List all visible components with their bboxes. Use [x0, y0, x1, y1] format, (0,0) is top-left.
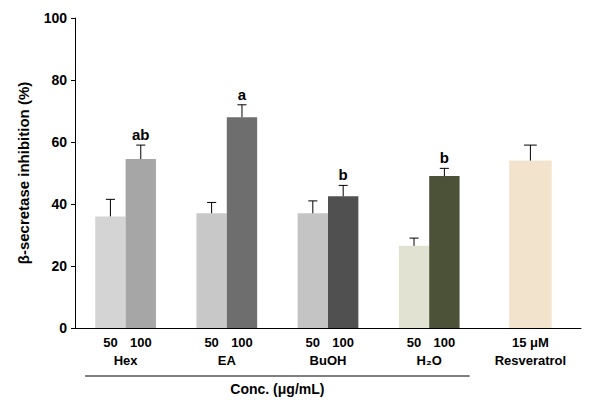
- svg-text:50: 50: [103, 335, 117, 350]
- svg-text:Conc. (μg/mL): Conc. (μg/mL): [230, 381, 324, 397]
- svg-text:100: 100: [130, 335, 152, 350]
- svg-text:15 μM: 15 μM: [512, 335, 549, 350]
- svg-text:Resveratrol: Resveratrol: [495, 353, 567, 368]
- svg-text:Hex: Hex: [114, 353, 139, 368]
- svg-text:50: 50: [306, 335, 320, 350]
- svg-text:H₂O: H₂O: [417, 353, 442, 368]
- svg-text:100: 100: [434, 335, 456, 350]
- svg-text:50: 50: [204, 335, 218, 350]
- svg-text:a: a: [238, 86, 247, 103]
- svg-text:20: 20: [51, 258, 67, 274]
- svg-text:β-secretase inhibition (%): β-secretase inhibition (%): [15, 82, 32, 265]
- svg-text:b: b: [339, 166, 348, 183]
- svg-text:60: 60: [51, 134, 67, 150]
- svg-text:100: 100: [44, 10, 68, 26]
- svg-text:EA: EA: [218, 353, 237, 368]
- svg-text:0: 0: [59, 320, 67, 336]
- svg-text:BuOH: BuOH: [310, 353, 347, 368]
- svg-text:50: 50: [407, 335, 421, 350]
- svg-text:40: 40: [51, 196, 67, 212]
- svg-text:ab: ab: [132, 126, 150, 143]
- svg-text:80: 80: [51, 72, 67, 88]
- svg-text:100: 100: [231, 335, 253, 350]
- svg-text:b: b: [440, 149, 449, 166]
- svg-text:100: 100: [332, 335, 354, 350]
